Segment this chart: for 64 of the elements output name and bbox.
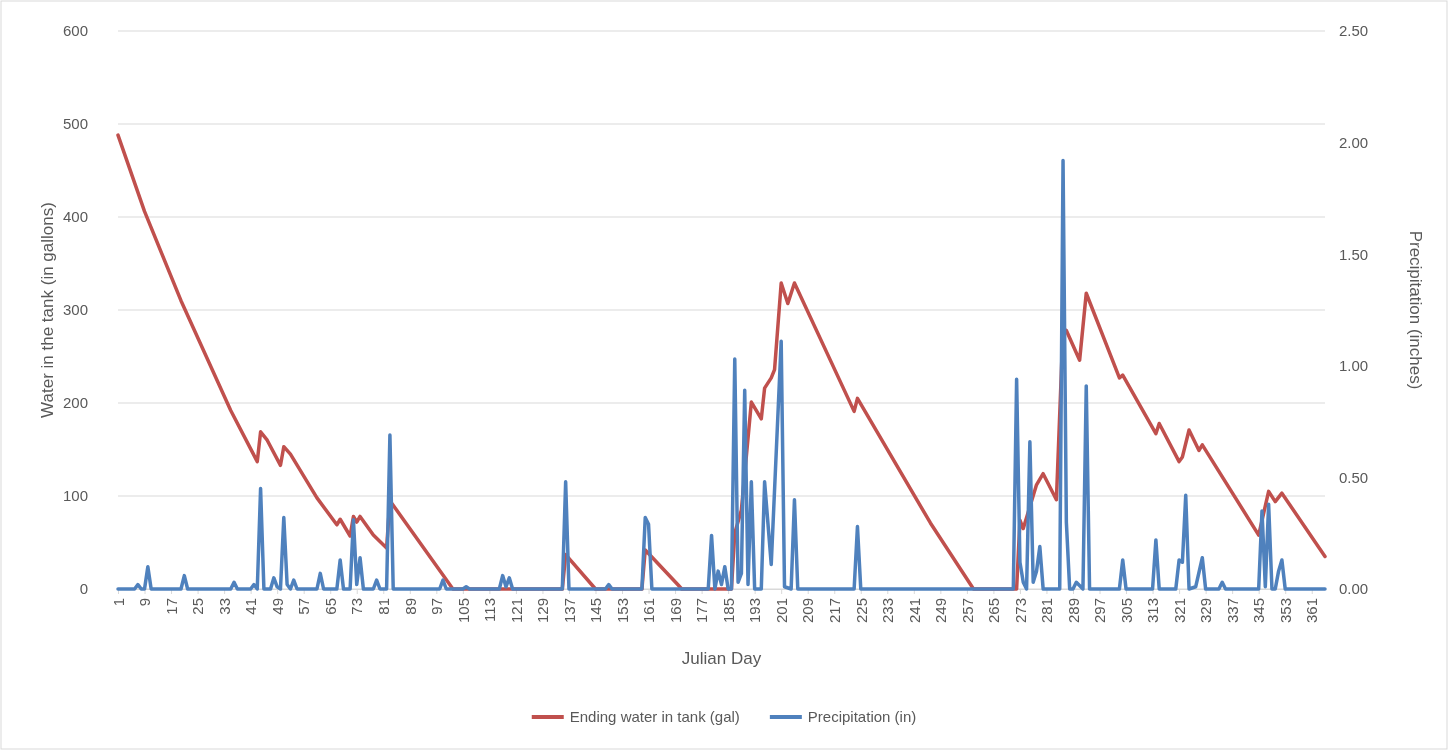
x-tick-label: 105	[454, 598, 472, 624]
x-tick-label: 345	[1250, 598, 1268, 624]
x-tick-label: 185	[719, 598, 737, 624]
x-tick-label: 41	[242, 598, 260, 615]
x-tick-label: 177	[693, 598, 711, 624]
x-tick-label: 49	[268, 598, 286, 615]
x-tick-label: 89	[401, 598, 419, 615]
x-tick-label: 97	[428, 598, 446, 615]
y-tick-label: 500	[62, 115, 88, 133]
x-tick-label: 233	[879, 598, 897, 624]
x-tick-label: 17	[162, 598, 180, 615]
x-tick-label: 57	[295, 598, 313, 615]
y2-tick-label: 2.50	[1339, 22, 1369, 40]
y-tick-label: 600	[62, 22, 88, 40]
x-tick-label: 281	[1038, 598, 1056, 624]
x-axis-title: Julian Day	[681, 649, 762, 668]
y2-axis-title: Precipitation (inches)	[1406, 230, 1425, 390]
x-tick-label: 201	[772, 598, 790, 624]
x-tick-label: 169	[666, 598, 684, 624]
x-tick-label: 313	[1144, 598, 1162, 624]
x-tick-label: 153	[613, 598, 631, 624]
y-tick-label: 0	[79, 580, 88, 598]
x-tick-label: 337	[1223, 598, 1241, 624]
x-tick-label: 321	[1170, 598, 1188, 624]
x-tick-label: 329	[1197, 598, 1215, 624]
x-tick-label: 113	[481, 598, 499, 622]
x-tick-label: 273	[1011, 598, 1029, 624]
y-tick-label: 400	[62, 208, 88, 226]
x-tick-label: 209	[799, 598, 817, 624]
y2-tick-label: 0.00	[1339, 580, 1369, 598]
y2-tick-label: 2.00	[1339, 133, 1369, 151]
x-tick-label: 81	[375, 598, 393, 615]
x-tick-label: 121	[507, 598, 525, 624]
x-tick-label: 25	[189, 598, 207, 615]
legend-label: Ending water in tank (gal)	[569, 708, 740, 725]
x-tick-label: 289	[1064, 598, 1082, 624]
legend-label: Precipitation (in)	[807, 708, 917, 725]
y2-tick-label: 0.50	[1339, 468, 1369, 486]
x-tick-label: 145	[587, 598, 605, 624]
x-tick-label: 129	[534, 598, 552, 624]
x-tick-label: 137	[560, 598, 578, 624]
x-tick-label: 9	[136, 598, 154, 607]
x-tick-label: 73	[348, 598, 366, 615]
x-tick-label: 161	[640, 598, 658, 624]
x-tick-label: 249	[932, 598, 950, 624]
y-axis-title: Water in the tank (in gallons)	[38, 202, 57, 418]
x-tick-label: 225	[852, 598, 870, 624]
x-tick-label: 305	[1117, 598, 1135, 624]
y-tick-label: 100	[62, 487, 88, 505]
x-tick-label: 241	[905, 598, 923, 624]
x-tick-label: 265	[985, 598, 1003, 624]
x-tick-label: 1	[109, 598, 127, 607]
x-tick-label: 193	[746, 598, 764, 624]
y2-tick-label: 1.50	[1339, 245, 1369, 263]
y2-tick-label: 1.00	[1339, 357, 1369, 375]
x-tick-label: 257	[958, 598, 976, 624]
x-tick-label: 361	[1303, 598, 1321, 624]
x-tick-label: 297	[1091, 598, 1109, 624]
x-tick-label: 353	[1276, 598, 1294, 624]
x-tick-label: 217	[825, 598, 843, 624]
y-tick-label: 300	[62, 301, 88, 319]
x-tick-label: 33	[215, 598, 233, 615]
x-tick-label: 65	[321, 598, 339, 615]
y-tick-label: 200	[62, 394, 88, 412]
